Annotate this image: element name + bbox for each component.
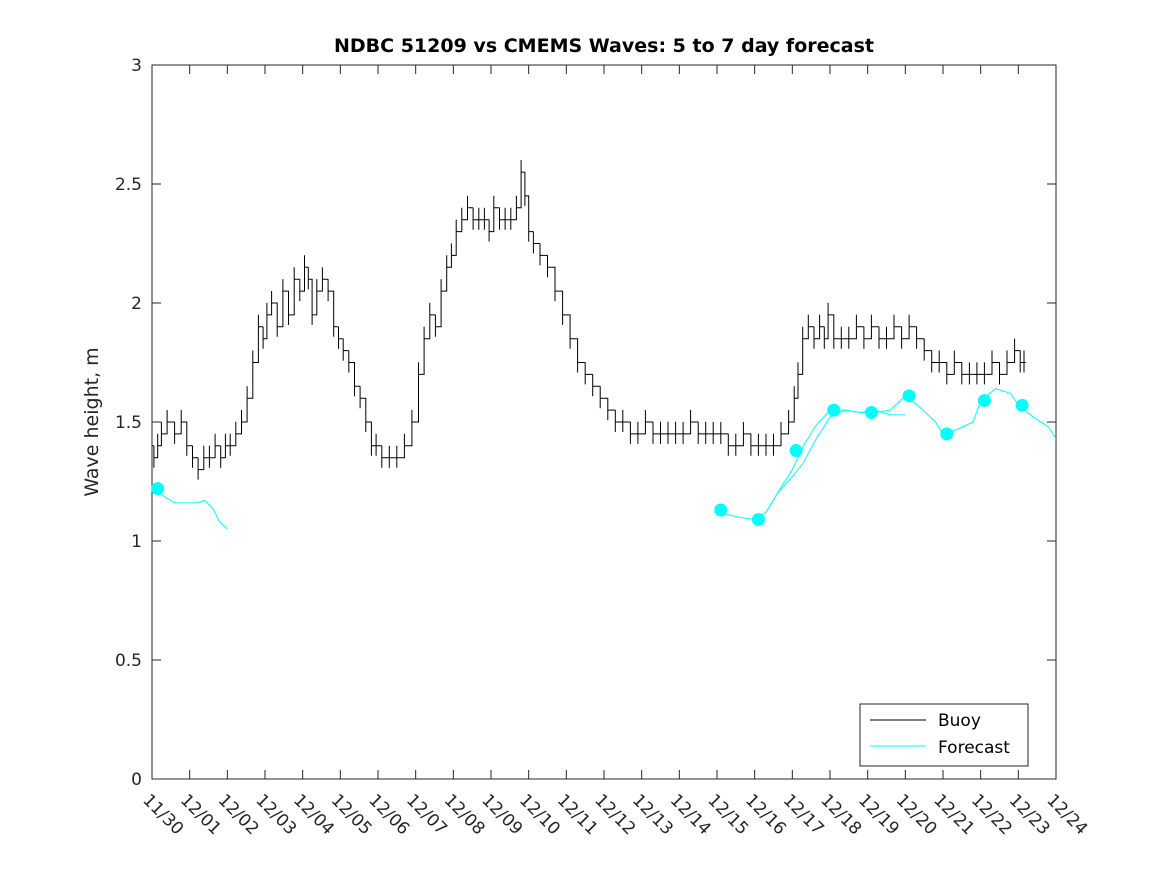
- y-tick-label: 2.5: [115, 175, 142, 195]
- x-tick-label: 12/14: [666, 790, 715, 839]
- forecast-marker: [940, 427, 954, 441]
- y-tick-label: 0: [131, 770, 142, 790]
- x-tick-label: 12/04: [289, 790, 338, 839]
- y-tick-label: 1.5: [115, 413, 142, 433]
- x-tick-label: 12/02: [214, 790, 263, 839]
- x-tick-label: 12/23: [1005, 790, 1054, 839]
- x-tick-label: 12/21: [929, 790, 978, 839]
- x-tick-label: 12/18: [816, 790, 865, 839]
- buoy-series-line: [152, 160, 1026, 480]
- x-tick-label: 12/08: [440, 790, 489, 839]
- forecast-marker: [864, 405, 878, 419]
- x-tick-label: 12/10: [515, 790, 564, 839]
- forecast-marker: [977, 394, 991, 408]
- legend: Buoy Forecast: [859, 703, 1029, 767]
- x-tick-label: 12/13: [628, 790, 677, 839]
- forecast-marker: [789, 444, 803, 458]
- x-tick-label: 12/03: [251, 790, 300, 839]
- legend-forecast-label: Forecast: [938, 738, 1010, 758]
- y-tick-label: 2: [131, 294, 142, 314]
- x-tick-label: 12/09: [477, 790, 526, 839]
- forecast-marker: [827, 403, 841, 417]
- y-tick-label: 3: [131, 56, 142, 76]
- x-tick-label: 12/07: [402, 790, 451, 839]
- y-axis-label: Wave height, m: [81, 347, 103, 496]
- x-tick-label: 12/16: [741, 790, 790, 839]
- forecast-marker: [714, 503, 728, 517]
- x-tick-label: 12/15: [703, 790, 752, 839]
- x-tick-label: 12/12: [590, 790, 639, 839]
- forecast-series-line-1: [151, 488, 228, 530]
- forecast-marker: [1015, 398, 1029, 412]
- x-tick-label: 12/22: [967, 790, 1016, 839]
- legend-box: [859, 703, 1029, 767]
- y-tick-label: 0.5: [115, 651, 142, 671]
- x-tick-label: 11/30: [138, 790, 187, 839]
- x-tick-label: 12/05: [327, 790, 376, 839]
- x-tick-label: 12/20: [892, 790, 941, 839]
- forecast-marker: [751, 513, 765, 527]
- forecast-marker: [151, 482, 165, 496]
- forecast-markers: [151, 389, 1029, 527]
- chart-title: NDBC 51209 vs CMEMS Waves: 5 to 7 day fo…: [334, 35, 874, 57]
- x-tick-label: 12/17: [779, 790, 828, 839]
- forecast-marker: [902, 389, 916, 403]
- x-tick-label: 12/24: [1042, 790, 1091, 839]
- legend-buoy-label: Buoy: [938, 711, 981, 731]
- plot-area: [151, 64, 1057, 780]
- y-axis: 0 0.5 1 1.5 2 2.5 3: [115, 56, 1056, 790]
- y-tick-label: 1: [131, 532, 142, 552]
- x-tick-label: 12/11: [553, 790, 602, 839]
- x-tick-label: 12/06: [364, 790, 413, 839]
- x-tick-label: 12/01: [176, 790, 225, 839]
- x-tick-label: 12/19: [854, 790, 903, 839]
- axes-box: [151, 64, 1057, 780]
